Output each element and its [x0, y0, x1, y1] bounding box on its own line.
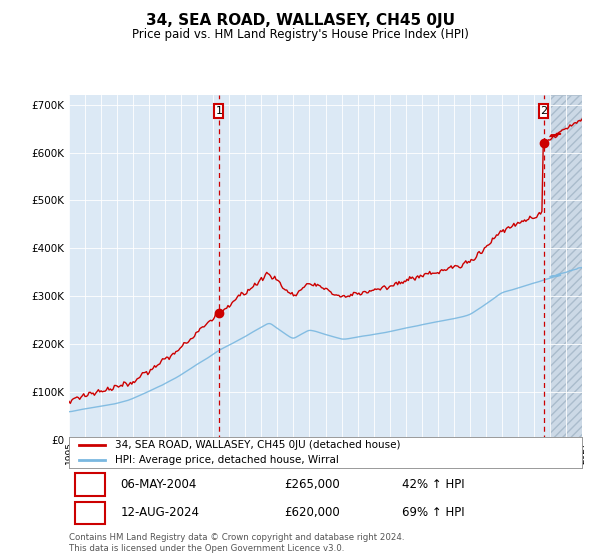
Text: £265,000: £265,000: [284, 478, 340, 491]
Text: Contains HM Land Registry data © Crown copyright and database right 2024.
This d: Contains HM Land Registry data © Crown c…: [69, 533, 404, 553]
Text: 12-AUG-2024: 12-AUG-2024: [121, 506, 199, 519]
Text: Price paid vs. HM Land Registry's House Price Index (HPI): Price paid vs. HM Land Registry's House …: [131, 28, 469, 41]
Text: 42% ↑ HPI: 42% ↑ HPI: [403, 478, 465, 491]
Text: 69% ↑ HPI: 69% ↑ HPI: [403, 506, 465, 519]
Text: 34, SEA ROAD, WALLASEY, CH45 0JU (detached house): 34, SEA ROAD, WALLASEY, CH45 0JU (detach…: [115, 440, 401, 450]
Text: 34, SEA ROAD, WALLASEY, CH45 0JU: 34, SEA ROAD, WALLASEY, CH45 0JU: [146, 13, 455, 28]
FancyBboxPatch shape: [539, 104, 548, 118]
Text: 1: 1: [86, 478, 94, 491]
Text: £620,000: £620,000: [284, 506, 340, 519]
FancyBboxPatch shape: [75, 502, 105, 524]
Text: 2: 2: [540, 106, 547, 116]
Text: 2: 2: [86, 506, 94, 519]
Bar: [550, 95, 582, 440]
FancyBboxPatch shape: [214, 104, 223, 118]
Bar: [550, 95, 582, 440]
Text: HPI: Average price, detached house, Wirral: HPI: Average price, detached house, Wirr…: [115, 455, 339, 465]
Text: 06-MAY-2004: 06-MAY-2004: [121, 478, 197, 491]
Text: 1: 1: [215, 106, 223, 116]
FancyBboxPatch shape: [75, 473, 105, 496]
